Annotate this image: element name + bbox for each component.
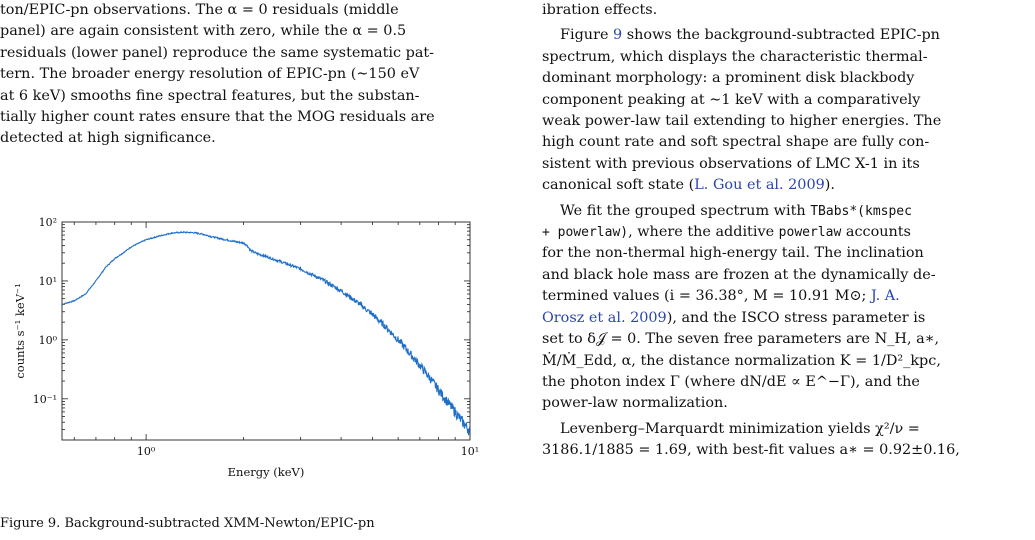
y-tick-label: 10⁻¹ xyxy=(33,393,57,406)
text-span: shows the background-subtracted EPIC-pn xyxy=(622,27,940,44)
y-tick-label: 10¹ xyxy=(39,275,57,288)
code-powerlaw: powerlaw xyxy=(778,225,842,241)
paragraph-figure-description: Figure 9 shows the background-subtracted… xyxy=(542,25,1031,196)
text-span: ). xyxy=(824,177,835,194)
text-span: Levenberg–Marquardt minimization yields … xyxy=(560,420,920,437)
text-span: , where the additive xyxy=(628,224,779,241)
text-span: termined values (i = 36.38°, M = 10.91 M… xyxy=(542,288,871,305)
text-span: spectrum, which displays the characteris… xyxy=(542,48,928,65)
text-span: for the non-thermal high-energy tail. Th… xyxy=(542,245,924,262)
spectrum-line xyxy=(61,230,471,436)
text-span: Ṁ/Ṁ_Edd, α, the distance normalization K… xyxy=(542,352,941,369)
paragraph-fit-results: Levenberg–Marquardt minimization yields … xyxy=(542,419,1031,462)
text-span: set to δ𝒥 = 0. The seven free parameters… xyxy=(542,331,940,348)
text-span: ), and the ISCO stress parameter is xyxy=(666,309,926,326)
text-span: the photon index Γ (where dN/dE ∝ E^−Γ),… xyxy=(542,373,920,390)
plot-frame xyxy=(61,221,471,441)
text-span: component peaking at ∼1 keV with a compa… xyxy=(542,91,921,108)
y-axis-label: counts s⁻¹ keV⁻¹ xyxy=(13,283,27,378)
citation-link-orosz[interactable]: Orosz et al. 2009 xyxy=(542,309,667,326)
left-paragraph: ton/EPIC-pn observations. The α = 0 resi… xyxy=(0,0,497,150)
text-span: Figure xyxy=(560,27,614,44)
left-line: detected at high significance. xyxy=(0,130,216,147)
text-span: We fit the grouped spectrum with xyxy=(560,202,811,219)
citation-link-gou[interactable]: L. Gou et al. 2009 xyxy=(694,177,825,194)
right-column: ibration effects. Figure 9 shows the bac… xyxy=(542,0,1031,462)
text-span: dominant morphology: a prominent disk bl… xyxy=(542,70,915,87)
right-intro: ibration effects. xyxy=(542,0,1031,21)
code-model: + powerlaw) xyxy=(542,225,629,241)
left-line: residuals (lower panel) reproduce the sa… xyxy=(0,44,435,61)
y-tick-label: 10² xyxy=(39,216,57,229)
text-span: and black hole mass are frozen at the dy… xyxy=(542,266,936,283)
text-span: accounts xyxy=(841,224,911,241)
text-span: canonical soft state ( xyxy=(542,177,695,194)
x-tick-label: 10¹ xyxy=(461,445,479,458)
left-line: panel) are again consistent with zero, w… xyxy=(0,23,407,40)
left-line: at 6 keV) smooths fine spectral features… xyxy=(0,87,420,104)
paragraph-fit-setup: We fit the grouped spectrum with TBabs*(… xyxy=(542,201,1031,415)
citation-link-orosz[interactable]: J. A. xyxy=(870,288,900,305)
left-line: ton/EPIC-pn observations. The α = 0 resi… xyxy=(0,2,399,18)
x-tick-label: 10⁰ xyxy=(137,445,156,458)
text-span: high count rate and soft spectral shape … xyxy=(542,134,930,151)
text-span: sistent with previous observations of LM… xyxy=(542,155,920,172)
text-span: power-law normalization. xyxy=(542,395,728,412)
left-column: ton/EPIC-pn observations. The α = 0 resi… xyxy=(0,0,497,150)
spectrum-figure: 10⁰ 10¹ 10⁻¹ 10⁰ 10¹ 10² Energy (keV) counts s⁻… xyxy=(13,216,479,479)
text-span: weak power-law tail extending to higher … xyxy=(542,113,942,130)
figure-caption: Figure 9. Background-subtracted XMM-Newt… xyxy=(0,516,375,531)
intro-line: ibration effects. xyxy=(542,2,658,18)
left-line: tially higher count rates ensure that th… xyxy=(0,109,435,126)
text-span: 3186.1/1885 = 1.69, with best-fit values… xyxy=(542,442,960,459)
left-line: tern. The broader energy resolution of E… xyxy=(0,66,420,83)
spectrum-plot: 10⁰ 10¹ 10⁻¹ 10⁰ 10¹ 10² Energy (keV) counts s⁻… xyxy=(13,216,479,479)
y-tick-label: 10⁰ xyxy=(39,334,58,347)
figure-reference-link[interactable]: 9 xyxy=(613,27,623,44)
x-axis-label: Energy (keV) xyxy=(228,465,305,479)
code-model: TBabs*(kmspec xyxy=(810,203,912,219)
